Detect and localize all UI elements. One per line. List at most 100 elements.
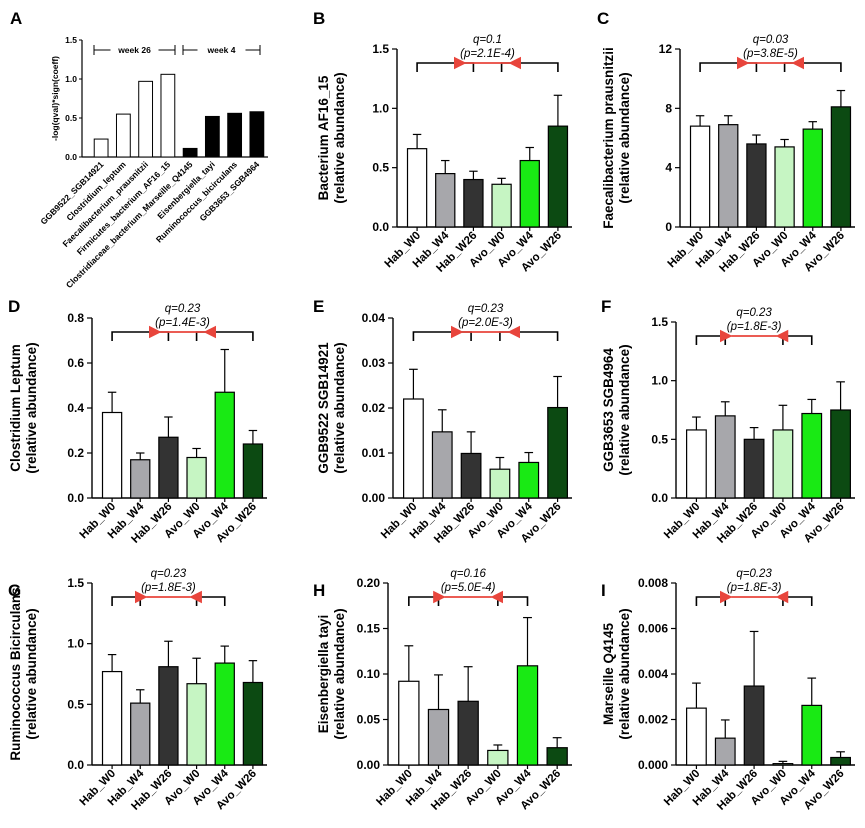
bar — [801, 704, 823, 766]
bar — [746, 143, 767, 228]
bar — [546, 747, 568, 766]
bar — [406, 148, 428, 228]
panel-letter: G — [8, 581, 21, 600]
panel-e: E 0.00 0.01 0.02 0.03 0.04 GGB9522 SGB14921 (re… — [313, 297, 572, 546]
y-tick-label: 1.0 — [65, 74, 77, 84]
panel-f: F 0.0 0.5 1.0 1.5 GGB3653 SGB4964 (relative ab… — [601, 297, 855, 546]
bar — [801, 412, 823, 499]
bar — [204, 115, 220, 158]
y-tick-label: 0.0 — [372, 220, 389, 234]
p-value-label: (p=1.4E-3) — [155, 317, 210, 329]
bar — [491, 183, 512, 228]
y-tick-label: 0.008 — [638, 576, 668, 590]
panel-letter: H — [313, 581, 325, 600]
y-axis-title: GGB9522 SGB14921 — [316, 342, 331, 474]
avo-bracket — [497, 596, 529, 606]
y-tick-label: 0.03 — [362, 356, 386, 370]
y-tick-label: 0.0 — [65, 152, 77, 162]
bar — [718, 124, 739, 228]
bar — [115, 113, 131, 158]
bar — [182, 147, 198, 158]
bar — [130, 702, 151, 766]
y-tick-label: 0.006 — [638, 622, 668, 636]
y-axis-title: Eisenbergiella tayi — [316, 615, 331, 734]
bar — [686, 707, 707, 766]
bar — [830, 106, 852, 228]
panel-h: H 0.00 0.05 0.10 0.15 0.20 Eisenbergiella tayi… — [313, 568, 572, 813]
p-value-label: (p=1.8E-3) — [727, 582, 782, 594]
bar — [547, 125, 569, 228]
avo-bracket — [499, 331, 559, 341]
bar — [830, 756, 851, 766]
bar — [101, 411, 123, 499]
avo-bracket — [782, 335, 813, 345]
bar — [772, 763, 794, 766]
bar — [214, 662, 235, 766]
y-tick-label: 1.5 — [651, 315, 668, 329]
q-value-label: q=0.23 — [151, 568, 187, 580]
panel-g: G 0.0 0.5 1.0 1.5 Ruminococcus Bicirculans (re… — [8, 568, 267, 813]
y-tick-label: 1.0 — [372, 101, 389, 115]
bar — [802, 128, 823, 228]
bar — [457, 700, 479, 766]
y-tick-label: 0 — [665, 220, 672, 234]
bar — [686, 429, 707, 499]
y-axis-subtitle: (relative abundance) — [617, 72, 632, 203]
bar — [743, 438, 765, 499]
y-tick-label: 1.0 — [651, 374, 668, 388]
bar — [427, 708, 450, 766]
y-tick-label: 12 — [659, 42, 673, 56]
hab-bracket — [695, 335, 727, 345]
panel-letter: B — [313, 9, 325, 28]
bar — [186, 456, 207, 499]
bar — [93, 138, 109, 158]
y-tick-label: 0.4 — [67, 401, 84, 415]
y-tick-label: 0.02 — [362, 401, 386, 415]
category-label: Faecalibacterium_prausnitzii — [60, 159, 150, 249]
p-value-label: (p=5.0E-4) — [441, 582, 496, 594]
panel-letter: A — [10, 9, 22, 28]
bar — [403, 398, 424, 499]
y-axis-title: Faecalibacterium prausnitzii — [601, 47, 616, 229]
y-tick-label: 0.8 — [67, 311, 84, 325]
bar — [101, 670, 123, 766]
hab-bracket — [412, 331, 472, 341]
panel-a: A0.00.51.01.5-log(qval)*sign(coeff)GGB95… — [10, 9, 268, 290]
bar — [689, 125, 711, 228]
bar — [242, 681, 264, 766]
avo-bracket — [783, 62, 842, 72]
panel-letter: D — [8, 297, 20, 316]
q-value-label: q=0.03 — [753, 34, 789, 46]
y-tick-label: 0.05 — [357, 713, 381, 727]
panel-b: B 0.0 0.5 1.0 1.5 Bacterium AF16_15 (relative … — [313, 9, 572, 275]
bar — [138, 80, 154, 158]
bar — [830, 409, 851, 499]
y-tick-label: 0.5 — [651, 432, 668, 446]
avo-bracket — [500, 62, 559, 72]
y-axis-title: Marseille Q4145 — [601, 622, 616, 725]
y-tick-label: 8 — [665, 101, 672, 115]
y-axis-subtitle: (relative abundance) — [24, 342, 39, 473]
avo-bracket — [782, 596, 813, 606]
panel-c: C 0 4 8 12 Faecalibacterium prausnitzii (relat… — [597, 9, 855, 275]
p-value-label: (p=2.0E-3) — [458, 317, 513, 329]
panel-letter: C — [597, 9, 609, 28]
q-value-label: q=0.23 — [736, 307, 772, 319]
y-tick-label: 0.0 — [67, 758, 84, 772]
group-label: week 4 — [207, 45, 236, 55]
bar — [158, 436, 179, 499]
bar — [714, 415, 736, 499]
group-label-bg — [110, 42, 159, 56]
y-tick-label: 1.5 — [372, 42, 389, 56]
y-tick-label: 0.5 — [372, 161, 389, 175]
bar — [242, 443, 264, 499]
y-tick-label: 1.0 — [67, 637, 84, 651]
hab-bracket — [699, 62, 758, 72]
y-tick-label: 0.5 — [67, 697, 84, 711]
y-axis-subtitle: (relative abundance) — [332, 608, 347, 739]
y-axis-title: Bacterium AF16_15 — [316, 75, 331, 200]
q-value-label: q=0.23 — [165, 303, 201, 315]
bar — [463, 178, 484, 228]
hab-bracket — [695, 596, 727, 606]
